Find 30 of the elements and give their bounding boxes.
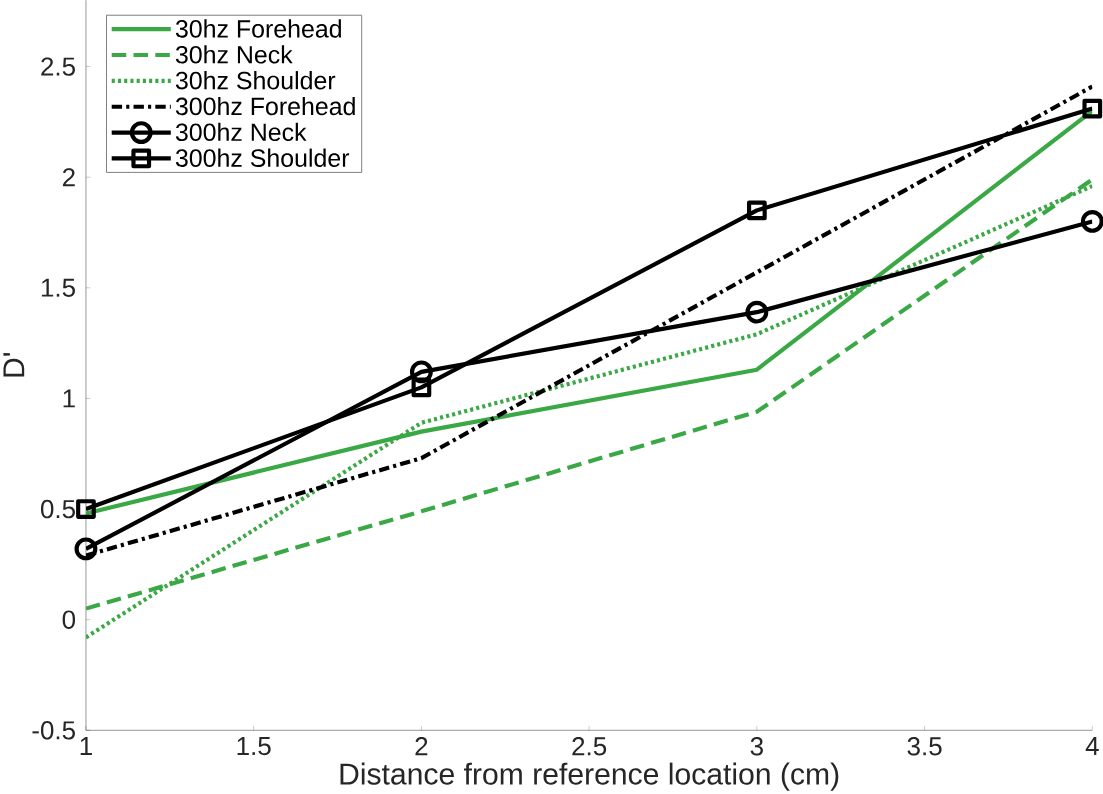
x-tick-label: 1.5 — [237, 737, 271, 756]
point — [76, 499, 96, 519]
y-tick-label: 2 — [62, 168, 75, 187]
point — [747, 200, 767, 221]
legend-label: 300hz Forehead — [175, 96, 355, 116]
point — [74, 537, 98, 561]
x-tick-label: 3 — [750, 737, 763, 756]
y-tick-label: -0.5 — [32, 721, 75, 740]
y-tick-label: 0.5 — [40, 499, 75, 519]
x-tick-label: 2 — [415, 737, 428, 756]
x-tick-label: 2.5 — [572, 737, 607, 756]
x-tick-label: 4 — [1085, 737, 1099, 755]
legend-label: 300hz Neck — [175, 122, 307, 142]
point — [411, 377, 432, 398]
y-tick-label: 1 — [63, 389, 75, 408]
point — [1082, 98, 1103, 119]
y-tick-label: 2.5 — [41, 57, 75, 76]
point — [745, 300, 769, 324]
point — [1080, 209, 1103, 233]
legend-label: 30hz Shoulder — [175, 71, 336, 90]
point — [409, 360, 433, 384]
legend-label: 30hz Neck — [175, 45, 293, 64]
x-tick-label: 3.5 — [907, 737, 942, 756]
y-axis-title: D' — [3, 352, 25, 377]
y-tick-label: 0 — [62, 610, 76, 629]
legend-label: 300hz Shoulder — [175, 148, 350, 167]
y-tick-label: 1.5 — [41, 278, 75, 297]
legend-label: 30hz Forehead — [175, 19, 341, 38]
x-tick-label: 1 — [80, 737, 92, 755]
x-axis-title: Distance from reference location (cm) — [340, 762, 839, 791]
